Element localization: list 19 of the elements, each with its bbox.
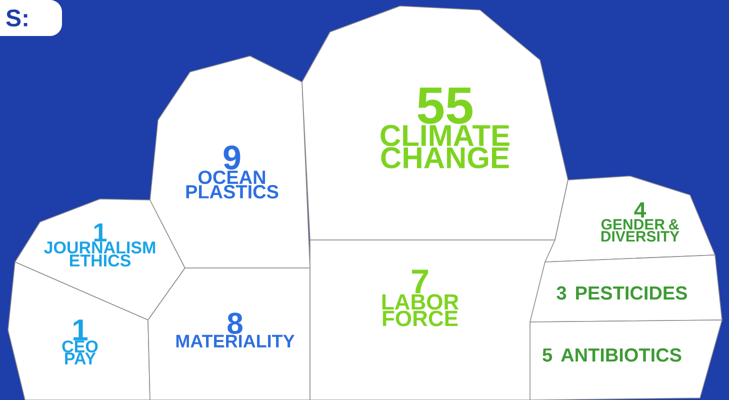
data-label: 1 — [94, 223, 107, 242]
data-label: 8 — [228, 312, 242, 334]
category-label: MATERIALITY — [176, 334, 295, 348]
category-label: ANTIBIOTICS — [561, 348, 682, 362]
category-label: PESTICIDES — [576, 286, 688, 300]
text: S: — [6, 10, 28, 26]
category-label: OCEAN PLASTICS — [186, 170, 278, 198]
category-label: JOURNALISM ETHICS — [44, 241, 156, 267]
data-label: 7 — [412, 270, 428, 294]
data-label: 3 — [556, 286, 566, 300]
data-label: 5 — [542, 348, 552, 362]
data-label: 1 — [74, 320, 88, 340]
data-label: 9 — [224, 146, 240, 170]
category-label: CEO PAY — [62, 340, 98, 364]
category-label: CLIMATE CHANGE — [380, 124, 510, 168]
category-label: LABOR FORCE — [382, 294, 459, 326]
data-label: 55 — [418, 88, 472, 124]
category-label: GENDER & DIVERSITY — [601, 219, 680, 242]
data-label: 4 — [634, 202, 646, 218]
